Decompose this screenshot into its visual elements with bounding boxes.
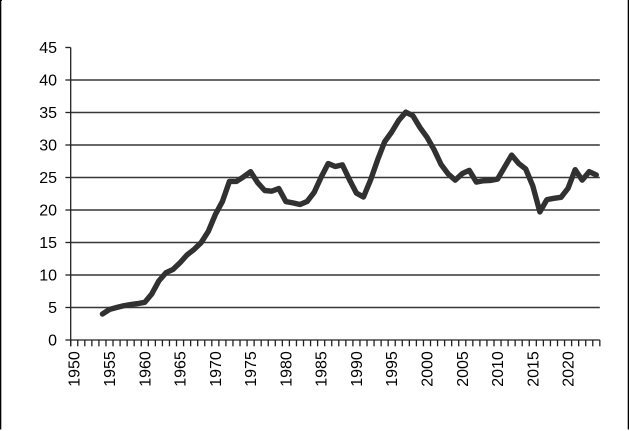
svg-text:1950: 1950	[67, 351, 84, 387]
svg-text:5: 5	[48, 300, 57, 317]
svg-text:1965: 1965	[173, 351, 190, 387]
svg-text:45: 45	[39, 40, 57, 57]
svg-text:1985: 1985	[314, 351, 331, 387]
svg-text:20: 20	[39, 203, 57, 220]
svg-text:2010: 2010	[490, 351, 507, 387]
svg-text:2020: 2020	[561, 351, 578, 387]
svg-text:2005: 2005	[455, 351, 472, 387]
svg-text:15: 15	[39, 235, 57, 252]
svg-text:1995: 1995	[384, 351, 401, 387]
svg-text:30: 30	[39, 138, 57, 155]
svg-text:2015: 2015	[525, 351, 542, 387]
svg-text:25: 25	[39, 170, 57, 187]
svg-text:35: 35	[39, 105, 57, 122]
svg-text:1975: 1975	[243, 351, 260, 387]
svg-text:40: 40	[39, 73, 57, 90]
svg-text:1990: 1990	[349, 351, 366, 387]
svg-text:1980: 1980	[278, 351, 295, 387]
svg-text:0: 0	[48, 333, 57, 350]
svg-text:10: 10	[39, 268, 57, 285]
svg-text:1955: 1955	[102, 351, 119, 387]
svg-text:2000: 2000	[419, 351, 436, 387]
svg-text:1970: 1970	[208, 351, 225, 387]
svg-text:1960: 1960	[137, 351, 154, 387]
